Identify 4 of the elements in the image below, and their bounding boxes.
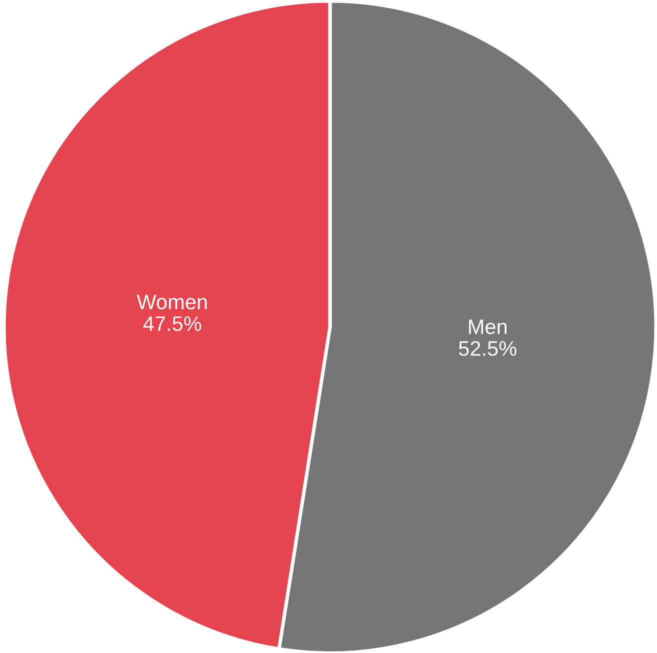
slice-label: Men xyxy=(469,320,507,334)
slice-label: Women xyxy=(136,294,207,310)
data-label: 52.5% xyxy=(458,341,516,356)
data-label: 47.5% xyxy=(143,316,202,332)
